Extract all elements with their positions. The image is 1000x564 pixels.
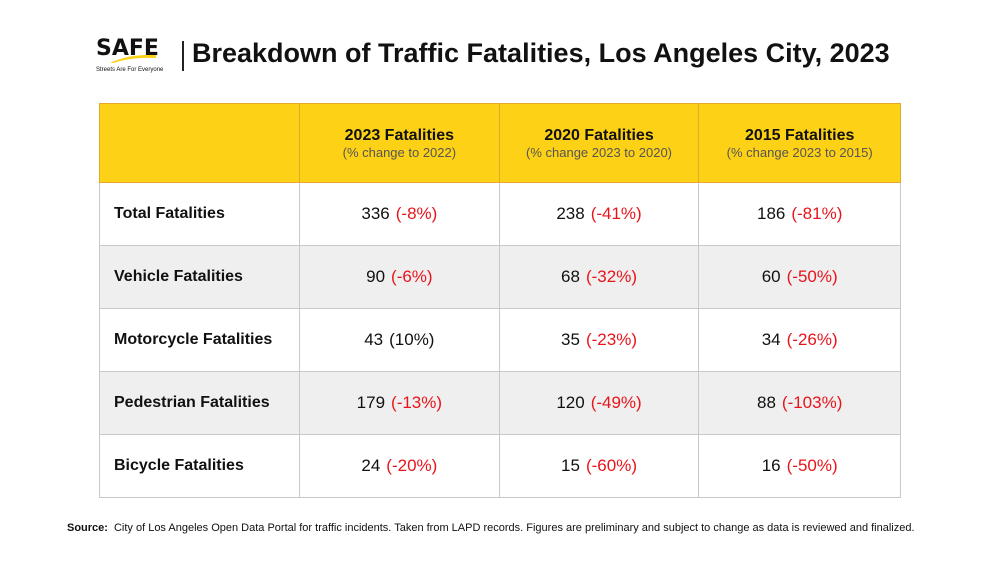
fatality-count: 90 — [366, 267, 386, 286]
fatalities-table: 2023 Fatalities (% change to 2022) 2020 Fa… — [98, 103, 901, 498]
source-text: City of Los Angeles Open Data Portal for… — [113, 522, 915, 534]
row-label: Pedestrian Fatalities — [98, 371, 301, 435]
data-cell: 238 (-41%) — [498, 182, 700, 246]
percent-change: (-32%) — [585, 267, 637, 286]
fatality-count: 68 — [561, 267, 580, 286]
column-title: 2020 Fatalities — [544, 126, 654, 144]
column-header — [98, 103, 301, 183]
percent-change: (10%) — [389, 330, 435, 349]
percent-change: (-20%) — [386, 456, 438, 475]
percent-change: (-50%) — [786, 267, 838, 286]
data-cell: 336 (-8%) — [299, 182, 500, 246]
logo-tagline: Streets Are For Everyone — [96, 67, 164, 73]
column-title: 2023 Fatalities — [344, 126, 455, 144]
percent-change: (-103%) — [781, 393, 843, 412]
percent-change: (-50%) — [786, 456, 838, 475]
safe-logo: SAFE Streets Are For Everyone — [96, 36, 178, 76]
data-cell: 35 (-23%) — [498, 308, 700, 372]
column-subtitle: (% change 2023 to 2015) — [726, 144, 873, 160]
percent-change: (-60%) — [585, 456, 637, 475]
column-header: 2015 Fatalities (% change 2023 to 2015) — [698, 103, 901, 183]
column-header: 2020 Fatalities (% change 2023 to 2020) — [498, 103, 700, 183]
fatality-count: 336 — [361, 204, 390, 223]
source-label: Source: — [67, 522, 108, 534]
fatality-count: 16 — [761, 456, 781, 475]
fatality-count: 15 — [561, 456, 580, 475]
data-cell: 179 (-13%) — [299, 371, 500, 435]
percent-change: (-49%) — [590, 393, 642, 412]
road-swoosh-icon — [110, 54, 156, 63]
data-cell: 43 (10%) — [299, 308, 500, 372]
fatality-count: 60 — [761, 267, 781, 286]
percent-change: (-26%) — [786, 330, 838, 349]
percent-change: (-13%) — [391, 393, 443, 412]
data-cell: 120 (-49%) — [498, 371, 700, 435]
fatality-count: 88 — [756, 393, 776, 412]
column-title: 2015 Fatalities — [744, 126, 855, 144]
table-row: Pedestrian Fatalities 179 (-13%) 120 (-49%) 8… — [98, 371, 901, 435]
data-cell: 15 (-60%) — [498, 434, 700, 498]
row-label: Bicycle Fatalities — [98, 434, 301, 498]
fatality-count: 43 — [364, 330, 384, 349]
table-row: Bicycle Fatalities 24 (-20%) 15 (-60%) 16 (-50… — [98, 434, 901, 498]
table-row: Motorcycle Fatalities 43 (10%) 35 (-23%) 34 (-… — [98, 308, 901, 372]
row-label: Vehicle Fatalities — [98, 245, 301, 309]
percent-change: (-41%) — [590, 204, 642, 223]
data-cell: 34 (-26%) — [698, 308, 901, 372]
page-title: Breakdown of Traffic Fatalities, Los Ang… — [192, 38, 890, 68]
divider — [182, 41, 184, 71]
header-row: 2023 Fatalities (% change to 2022) 2020 Fa… — [98, 103, 901, 183]
row-label: Total Fatalities — [98, 182, 301, 246]
fatality-count: 34 — [761, 330, 781, 349]
table-row: Total Fatalities 336 (-8%) 238 (-41%) 186 (-81… — [98, 182, 901, 246]
fatality-count: 120 — [556, 393, 585, 412]
data-cell: 68 (-32%) — [498, 245, 700, 309]
logo-wordmark: SAFE — [96, 36, 159, 61]
fatality-count: 238 — [556, 204, 585, 223]
row-label: Motorcycle Fatalities — [98, 308, 301, 372]
column-header: 2023 Fatalities (% change to 2022) — [299, 103, 500, 183]
fatality-count: 35 — [561, 330, 580, 349]
data-cell: 90 (-6%) — [299, 245, 500, 309]
source-note: Source: City of Los Angeles Open Data Por… — [67, 522, 915, 534]
data-cell: 16 (-50%) — [698, 434, 901, 498]
data-cell: 186 (-81%) — [698, 182, 901, 246]
column-subtitle: (% change 2023 to 2020) — [526, 144, 673, 160]
fatality-count: 179 — [356, 393, 386, 412]
column-subtitle: (% change to 2022) — [342, 144, 457, 160]
fatality-count: 186 — [756, 204, 786, 223]
fatality-count: 24 — [361, 456, 381, 475]
percent-change: (-8%) — [395, 204, 438, 223]
percent-change: (-6%) — [391, 267, 433, 286]
data-cell: 88 (-103%) — [698, 371, 901, 435]
percent-change: (-23%) — [585, 330, 637, 349]
percent-change: (-81%) — [791, 204, 843, 223]
data-cell: 24 (-20%) — [299, 434, 500, 498]
data-cell: 60 (-50%) — [698, 245, 901, 309]
table-row: Vehicle Fatalities 90 (-6%) 68 (-32%) 60 (-50%… — [98, 245, 901, 309]
